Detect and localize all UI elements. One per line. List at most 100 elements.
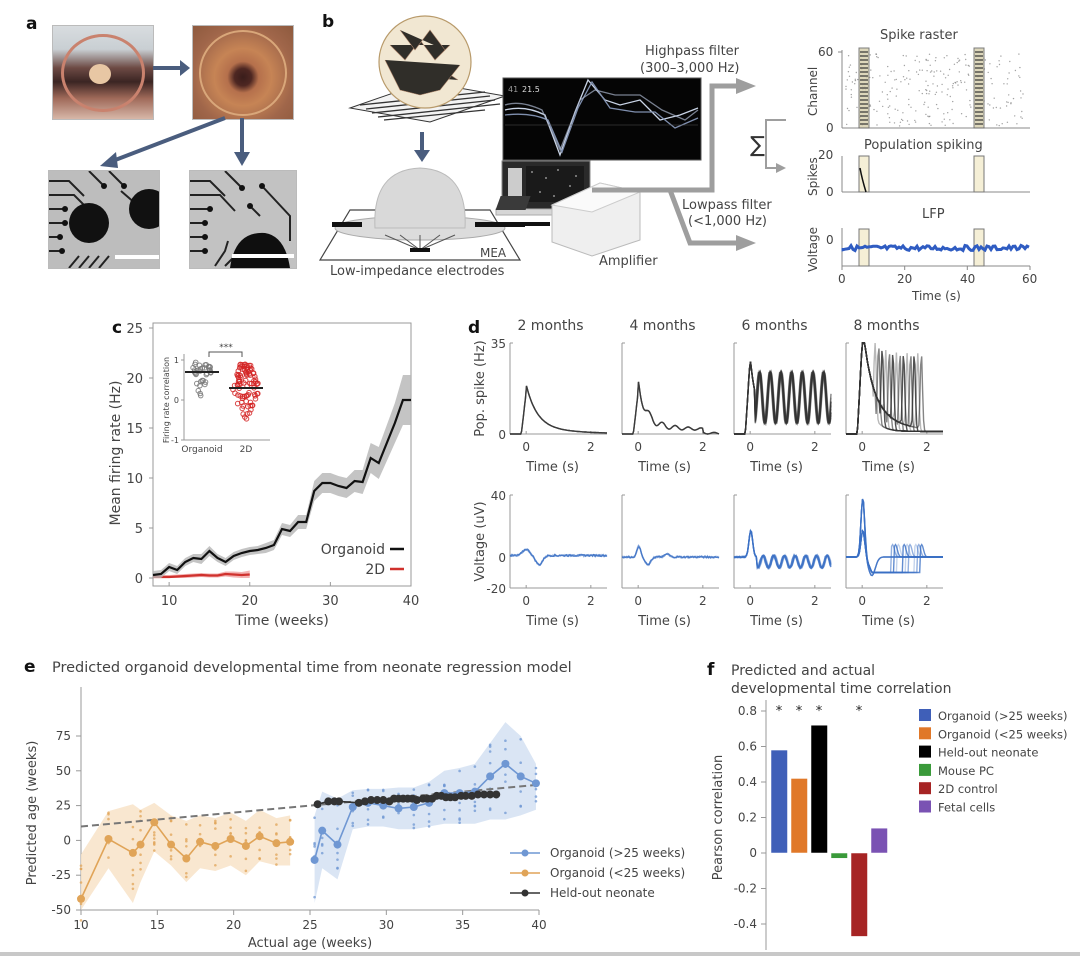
series-marker bbox=[480, 790, 489, 799]
raster-spike-dot bbox=[848, 66, 850, 68]
raster-spike-dot bbox=[879, 75, 881, 77]
raster-spike-dot bbox=[946, 94, 948, 96]
series-marker bbox=[364, 798, 373, 807]
voltage-trace bbox=[846, 529, 943, 574]
raster-spike-dot bbox=[1006, 121, 1009, 124]
scatter-point bbox=[473, 804, 477, 808]
lfp-xtick-60: 60 bbox=[1022, 272, 1038, 286]
inset-data-point bbox=[255, 380, 261, 387]
raster-spike-dot bbox=[960, 80, 962, 82]
inset-data-point bbox=[247, 402, 254, 409]
inset-data-point bbox=[246, 371, 252, 377]
scatter-point bbox=[214, 819, 217, 823]
raster-spike-dot bbox=[854, 83, 856, 85]
scatter-point bbox=[275, 823, 278, 826]
scatter-point bbox=[519, 777, 522, 780]
inset-data-point bbox=[194, 380, 200, 387]
voltage-trace bbox=[846, 499, 943, 577]
scatter-point bbox=[79, 864, 83, 867]
raster-spike-dot bbox=[969, 99, 971, 102]
series-marker bbox=[516, 772, 525, 781]
inset-y-tick-label: 1 bbox=[174, 356, 179, 365]
raster-spike-dot bbox=[906, 120, 909, 122]
raster-spike-dot bbox=[929, 90, 931, 92]
raster-spike-dot bbox=[967, 73, 969, 75]
raster-spike-dot bbox=[1007, 101, 1009, 104]
inset-data-point bbox=[202, 362, 208, 368]
inset-data-point bbox=[197, 390, 203, 397]
series-marker bbox=[196, 837, 205, 846]
scatter-point bbox=[381, 789, 385, 793]
x-tick-label: 2 bbox=[587, 594, 595, 608]
raster-spike-dot bbox=[1009, 60, 1011, 63]
raster-ylabel: Channel bbox=[806, 66, 820, 116]
scatter-point bbox=[443, 817, 446, 821]
raster-spike-dot bbox=[1021, 117, 1023, 120]
inset-data-point bbox=[252, 393, 258, 399]
mea-dome bbox=[374, 167, 466, 229]
mea-micrograph-left bbox=[48, 170, 160, 269]
raster-spike-dot bbox=[900, 81, 902, 83]
raster-spike-dot bbox=[944, 77, 947, 79]
raster-spike-dot bbox=[1000, 55, 1002, 57]
scatter-point bbox=[79, 894, 83, 898]
series-marker bbox=[423, 794, 432, 803]
scatter-point bbox=[320, 829, 324, 833]
panel-b-label: b bbox=[322, 12, 335, 32]
scatter-point bbox=[473, 765, 477, 768]
raster-spike-dot bbox=[916, 55, 918, 57]
raster-spike-dot bbox=[902, 112, 904, 114]
inset-data-point bbox=[199, 365, 206, 372]
series-marker bbox=[104, 835, 113, 844]
spike-raster-plot bbox=[838, 47, 1030, 129]
pop-spike-trace bbox=[846, 342, 943, 435]
scatter-point bbox=[107, 811, 110, 815]
scatter-point bbox=[412, 826, 416, 830]
raster-spike-dot bbox=[965, 64, 967, 66]
scatter-point bbox=[313, 841, 316, 845]
scatter-point bbox=[169, 819, 173, 823]
pop-spike-trace bbox=[846, 342, 943, 435]
inset-data-point bbox=[247, 362, 254, 369]
raster-spike-dot bbox=[1019, 90, 1022, 92]
series-marker bbox=[128, 848, 137, 857]
raster-spike-dot bbox=[958, 71, 960, 73]
scatter-point bbox=[107, 856, 110, 859]
bar-organoid-25-weeks- bbox=[770, 749, 788, 854]
raster-spike-dot bbox=[925, 92, 928, 95]
raster-spike-dot bbox=[996, 66, 998, 68]
population-spike-trace bbox=[859, 167, 867, 193]
scatter-point bbox=[412, 794, 416, 797]
inset-data-point bbox=[236, 376, 242, 383]
raster-spike-dot bbox=[948, 68, 951, 71]
inset-data-point bbox=[242, 377, 249, 384]
population-ytick-20: 20 bbox=[818, 148, 834, 162]
inset-data-point bbox=[236, 381, 242, 388]
raster-spike-dot bbox=[894, 79, 896, 81]
inset-data-point bbox=[245, 392, 251, 398]
raster-spike-dot bbox=[894, 108, 896, 110]
inset-data-point bbox=[193, 370, 199, 377]
scatter-point bbox=[397, 811, 400, 815]
raster-spike-dot bbox=[943, 113, 945, 115]
scatter-point bbox=[198, 840, 202, 844]
scatter-point bbox=[366, 818, 370, 822]
raster-spike-dot bbox=[1006, 101, 1008, 103]
raster-spike-dot bbox=[987, 71, 989, 74]
scatter-point bbox=[214, 821, 217, 825]
series-marker bbox=[286, 837, 295, 846]
raster-spike-dot bbox=[953, 63, 956, 65]
series-marker bbox=[412, 796, 421, 805]
inset-data-point bbox=[244, 366, 251, 373]
raster-spike-dot bbox=[1019, 76, 1021, 79]
scatter-point bbox=[198, 844, 202, 848]
series-marker bbox=[373, 796, 382, 805]
pop-spike-trace bbox=[846, 342, 943, 435]
scatter-point bbox=[534, 795, 538, 798]
scatter-point bbox=[214, 848, 217, 851]
raster-spike-dot bbox=[897, 109, 899, 112]
scatter-point bbox=[504, 811, 507, 815]
y-tick-label: 20 bbox=[126, 372, 143, 387]
sum-symbol: ∑ bbox=[750, 133, 765, 158]
x-tick-label: 20 bbox=[241, 594, 258, 609]
